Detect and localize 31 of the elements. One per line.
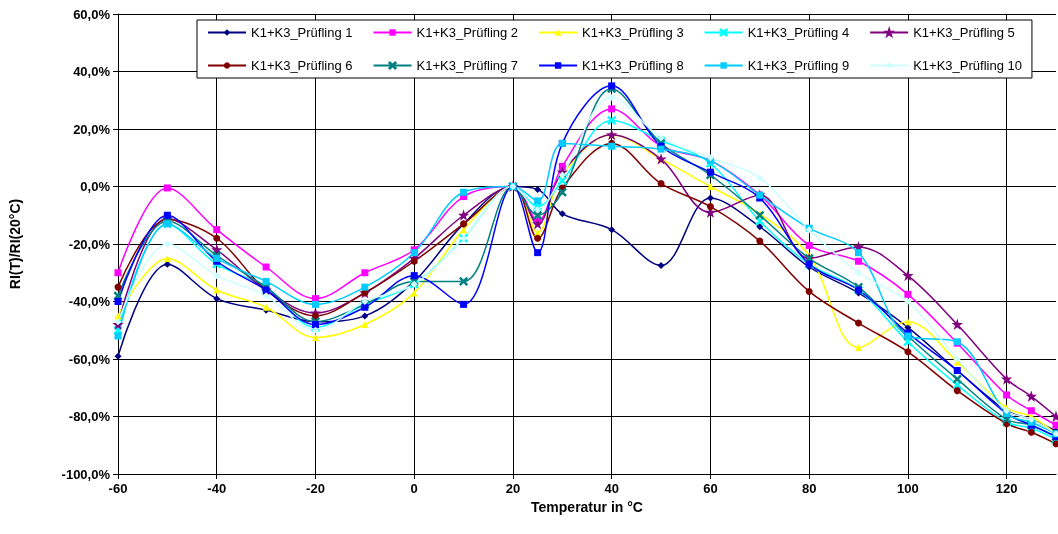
x-tick-label: -40 — [207, 481, 227, 496]
y-tick-label: 20,0% — [73, 121, 111, 137]
legend-label: K1+K3_Prüfling 1 — [251, 25, 353, 40]
x-tick-label: -20 — [306, 481, 325, 496]
x-tick-label: 100 — [897, 481, 919, 496]
legend-label: K1+K3_Prüfling 5 — [913, 25, 1015, 40]
y-tick-label: 60,0% — [73, 6, 111, 22]
y-tick-label: -20,0% — [68, 236, 111, 252]
legend-label: K1+K3_Prüfling 10 — [913, 58, 1022, 73]
legend-label: K1+K3_Prüfling 3 — [582, 25, 684, 40]
y-tick-label: -40,0% — [68, 294, 111, 309]
y-axis-title: RI(T)/RI(20°C) — [7, 198, 23, 290]
y-tick-label: 40,0% — [73, 64, 111, 79]
x-axis-title: Temperatur in °C — [531, 498, 643, 515]
x-tick-label: 0 — [410, 481, 418, 496]
legend-label: K1+K3_Prüfling 2 — [416, 25, 519, 40]
legend-label: K1+K3_Prüfling 9 — [747, 58, 850, 73]
x-tick-label: 120 — [995, 481, 1018, 496]
x-tick-label: -60 — [108, 481, 128, 496]
x-tick-label: 60 — [703, 481, 718, 496]
y-tick-label: 0,0% — [80, 179, 111, 194]
legend-label: K1+K3_Prüfling 8 — [582, 58, 684, 73]
legend-label: K1+K3_Prüfling 7 — [416, 58, 519, 73]
y-tick-label: -60,0% — [68, 351, 111, 367]
y-tick-label: -100,0% — [61, 466, 111, 482]
legend-label: K1+K3_Prüfling 4 — [747, 25, 850, 40]
legend-label: K1+K3_Prüfling 6 — [251, 58, 353, 73]
x-tick-label: 40 — [604, 481, 619, 496]
x-tick-label: 80 — [801, 481, 817, 496]
y-tick-label: -80,0% — [68, 409, 111, 424]
x-tick-label: 20 — [505, 481, 521, 496]
